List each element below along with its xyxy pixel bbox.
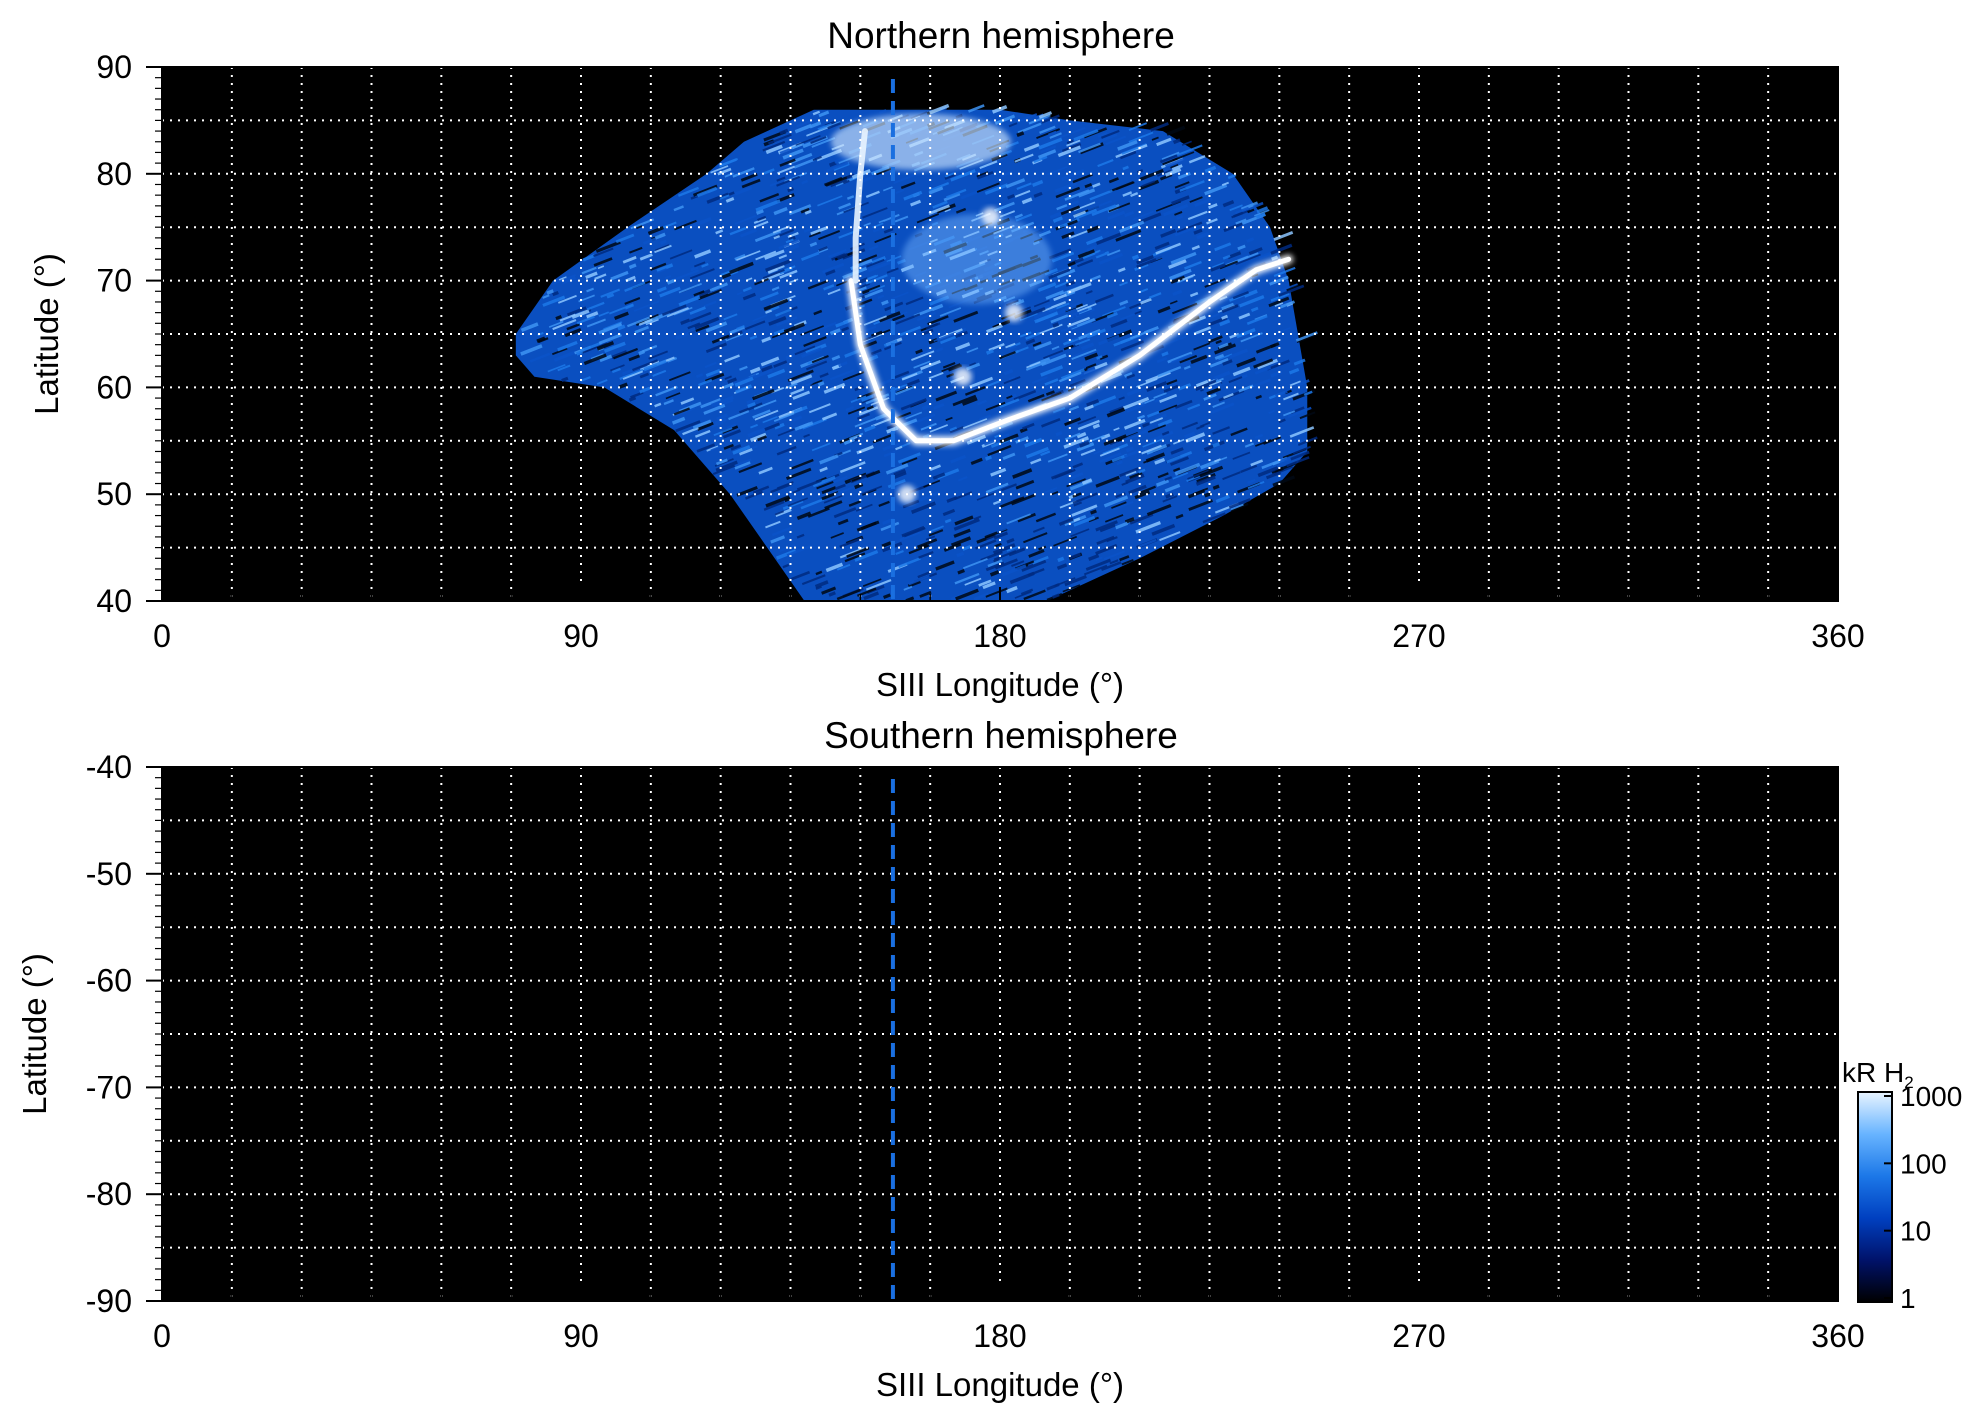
y-tick-label: -60 — [86, 963, 132, 999]
y-tick-label: 70 — [96, 263, 132, 299]
x-tick-label: 360 — [1811, 618, 1864, 654]
bright-spot — [953, 367, 972, 386]
colorbar-ticks: 1 10 100 1000 — [1884, 1081, 1962, 1314]
y-tick-label: -50 — [86, 856, 132, 892]
emission-region — [515, 109, 1308, 601]
south-title: Southern hemisphere — [824, 715, 1178, 756]
colorbar-label: kR H2 — [1842, 1057, 1914, 1092]
x-tick-label: 270 — [1392, 618, 1445, 654]
y-tick-label: 90 — [96, 49, 132, 85]
south-axes: 0 90 180 270 360 -40 -50 -60 -70 -80 -90 — [86, 749, 1865, 1354]
south-xlabel: SIII Longitude (°) — [876, 1366, 1124, 1403]
bright-spot — [1004, 303, 1023, 322]
x-tick-label: 0 — [153, 618, 171, 654]
colorbar-tick-label: 1000 — [1900, 1081, 1962, 1112]
north-xlabel: SIII Longitude (°) — [876, 666, 1124, 703]
polar-region-glow — [901, 214, 1052, 305]
bright-spot — [981, 207, 1000, 226]
north-ylabel: Latitude (°) — [28, 253, 65, 415]
colorbar: kR H2 1 10 100 1000 — [1842, 1057, 1962, 1314]
north-grid — [162, 67, 1838, 601]
polar-cap-glow — [830, 113, 1011, 170]
north-panel: Northern hemisphere 0 90 180 270 360 40 50 60 70… — [28, 15, 1865, 703]
colorbar-gradient — [1857, 1091, 1893, 1303]
x-tick-label: 360 — [1811, 1318, 1864, 1354]
colorbar-tick-label: 1 — [1900, 1283, 1916, 1314]
x-tick-label: 90 — [563, 618, 599, 654]
x-tick-label: 180 — [973, 618, 1026, 654]
north-title: Northern hemisphere — [827, 15, 1175, 56]
y-tick-label: 60 — [96, 369, 132, 405]
y-tick-label: 50 — [96, 476, 132, 512]
y-tick-label: -90 — [86, 1283, 132, 1319]
south-grid — [162, 767, 1838, 1301]
x-tick-label: 90 — [563, 1318, 599, 1354]
y-tick-label: -70 — [86, 1069, 132, 1105]
y-tick-label: -80 — [86, 1176, 132, 1212]
north-axes: 0 90 180 270 360 40 50 60 70 80 90 — [96, 49, 1864, 654]
x-tick-label: 270 — [1392, 1318, 1445, 1354]
polar-arc — [852, 128, 868, 284]
y-tick-label: 80 — [96, 156, 132, 192]
x-tick-label: 0 — [153, 1318, 171, 1354]
south-ylabel: Latitude (°) — [16, 953, 53, 1115]
colorbar-tick-label: 100 — [1900, 1148, 1947, 1179]
colorbar-tick-label: 10 — [1900, 1216, 1931, 1247]
south-panel: Southern hemisphere 0 90 180 270 360 -40 -50 -6… — [16, 715, 1865, 1403]
x-tick-label: 180 — [973, 1318, 1026, 1354]
y-tick-label: -40 — [86, 749, 132, 785]
y-tick-label: 40 — [96, 583, 132, 619]
